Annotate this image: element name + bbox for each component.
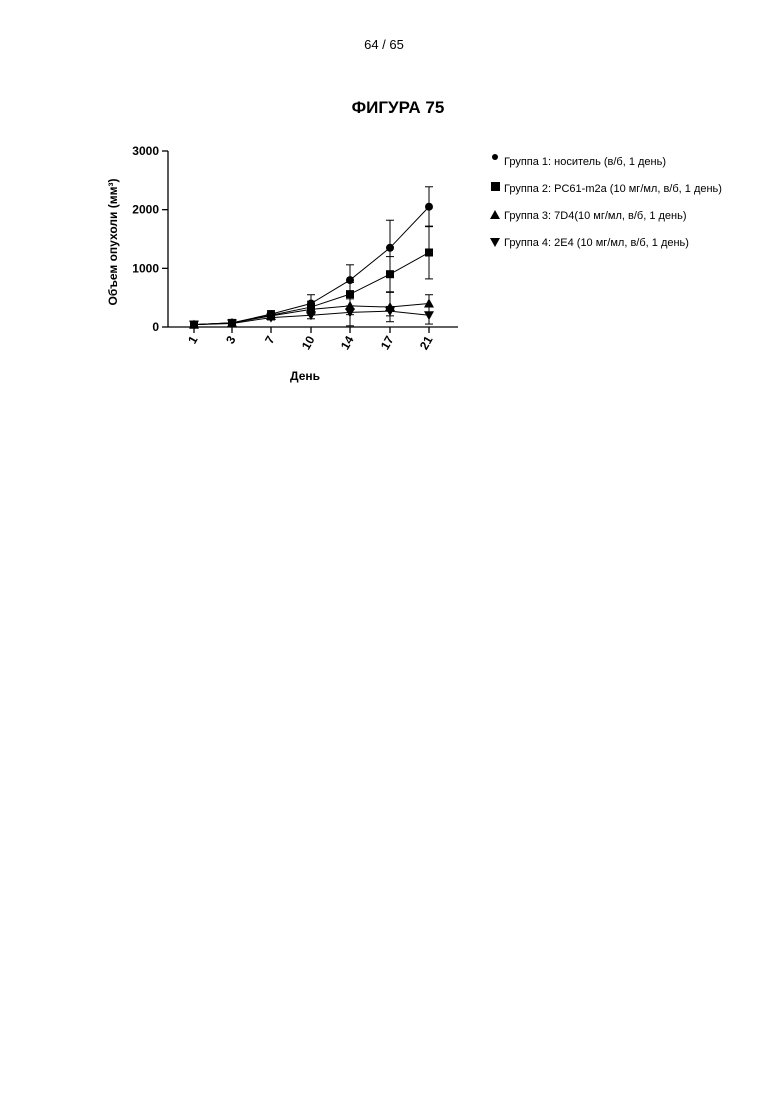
data-point bbox=[425, 203, 433, 211]
y-tick-label: 0 bbox=[152, 320, 159, 334]
data-point bbox=[386, 270, 394, 278]
y-axis-title: Объем опухоли (мм³) bbox=[106, 179, 120, 306]
triangle-down-marker-icon bbox=[490, 233, 502, 247]
x-tick-label: 14 bbox=[338, 333, 357, 352]
x-tick-label: 3 bbox=[223, 333, 239, 346]
y-tick-label: 3000 bbox=[132, 144, 159, 158]
x-tick-label: 7 bbox=[262, 333, 278, 346]
x-tick-label: 17 bbox=[378, 333, 397, 352]
legend-label: Группа 1: носитель (в/б, 1 день) bbox=[504, 156, 666, 168]
triangle-up-marker-icon bbox=[490, 206, 502, 220]
circle-marker-icon bbox=[490, 152, 502, 166]
y-tick-label: 1000 bbox=[132, 261, 159, 275]
legend-label: Группа 4: 2E4 (10 мг/мл, в/б, 1 день) bbox=[504, 237, 689, 249]
data-point bbox=[386, 244, 394, 252]
legend-label: Группа 3: 7D4(10 мг/мл, в/б, 1 день) bbox=[504, 210, 687, 222]
x-tick-label: 10 bbox=[299, 333, 318, 352]
legend-label: Группа 2: PC61-m2a (10 мг/мл, в/б, 1 ден… bbox=[504, 183, 722, 195]
x-axis-title: День bbox=[290, 369, 320, 383]
data-point bbox=[424, 311, 434, 320]
square-marker-icon bbox=[490, 179, 502, 193]
x-tick-label: 21 bbox=[417, 333, 436, 352]
x-tick-label: 1 bbox=[185, 333, 201, 346]
y-tick-label: 2000 bbox=[132, 203, 159, 217]
data-point bbox=[425, 248, 433, 256]
